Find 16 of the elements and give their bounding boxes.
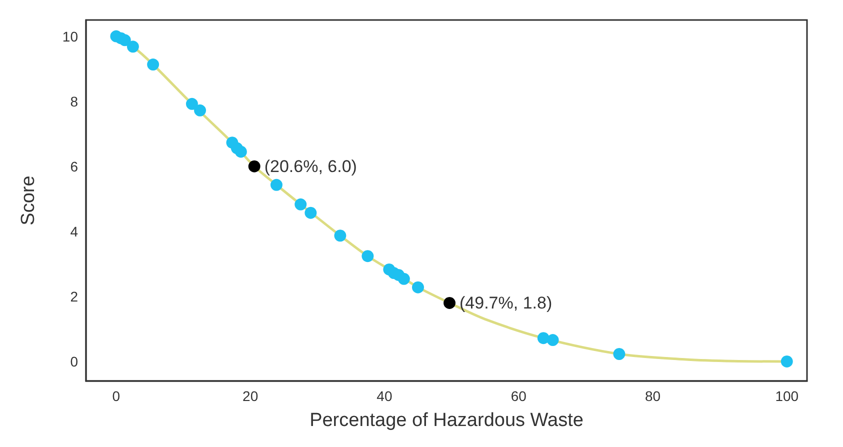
x-tick-label: 20	[242, 388, 258, 404]
y-tick-label: 4	[70, 223, 78, 240]
x-axis-title: Percentage of Hazardous Waste	[310, 410, 584, 431]
x-tick-label: 60	[510, 388, 527, 404]
y-tick-label: 2	[70, 288, 78, 304]
x-tick-label: 40	[376, 388, 392, 404]
y-tick-label: 0	[70, 353, 78, 370]
x-tick-label: 100	[775, 388, 799, 404]
y-tick-label: 6	[70, 158, 78, 174]
y-tick-label: 8	[70, 93, 78, 110]
annotation: (20.6%, 6.0)	[264, 156, 357, 176]
y-tick-label: 10	[62, 28, 78, 44]
y-axis-title: Score	[18, 176, 39, 226]
annotation: (49.7%, 1.8)	[460, 293, 552, 312]
x-tick-label: 0	[112, 388, 120, 404]
x-tick-label: 80	[644, 388, 661, 404]
